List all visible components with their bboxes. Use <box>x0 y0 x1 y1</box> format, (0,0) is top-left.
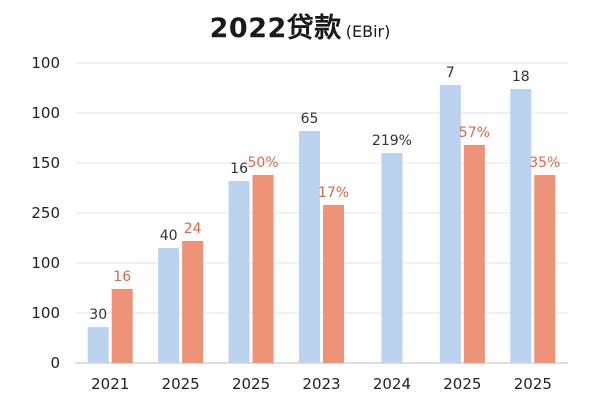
y-tick-label: 250 <box>31 204 60 222</box>
y-tick-label: 100 <box>31 304 60 322</box>
y-tick-label: 0 <box>50 354 60 372</box>
x-tick-label: 2025 <box>232 375 270 393</box>
data-label: 16 <box>113 269 131 285</box>
chart-title-unit: (EBir) <box>345 22 391 41</box>
x-tick-label: 2021 <box>91 375 129 393</box>
data-label: 18 <box>512 69 530 85</box>
bar <box>299 131 320 363</box>
x-tick-label: 2025 <box>443 375 481 393</box>
data-label: 17% <box>318 185 349 201</box>
data-label: 65 <box>301 111 319 127</box>
data-label: 24 <box>184 221 202 237</box>
bar <box>510 89 532 363</box>
bar <box>158 248 180 363</box>
data-label: 35% <box>529 155 560 171</box>
y-tick-label: 100 <box>31 54 60 72</box>
bar <box>439 85 461 363</box>
data-label: 16 <box>230 161 248 177</box>
x-tick-label: 2025 <box>162 375 200 393</box>
bar <box>381 153 403 363</box>
bar <box>463 145 485 363</box>
data-label: 30 <box>89 307 107 323</box>
data-label: 50% <box>248 155 279 171</box>
bar <box>182 241 204 363</box>
x-tick-label: 2024 <box>373 375 411 393</box>
x-tick-label: 2025 <box>514 375 552 393</box>
x-tick-label: 2023 <box>302 375 340 393</box>
bar <box>534 175 556 363</box>
chart-title-text: 2022贷款 <box>209 13 342 44</box>
y-tick-label: 100 <box>31 104 60 122</box>
bar <box>323 205 344 363</box>
data-label: 219% <box>372 133 412 149</box>
bar <box>228 181 250 363</box>
data-label: 7 <box>446 65 455 81</box>
bar <box>252 175 274 363</box>
chart-title: 2022贷款 (EBir) <box>0 6 600 45</box>
y-tick-label: 150 <box>31 154 60 172</box>
data-label: 40 <box>160 228 178 244</box>
bar <box>111 289 133 363</box>
data-label: 57% <box>459 125 490 141</box>
y-tick-label: 100 <box>31 254 60 272</box>
bar <box>87 327 109 363</box>
